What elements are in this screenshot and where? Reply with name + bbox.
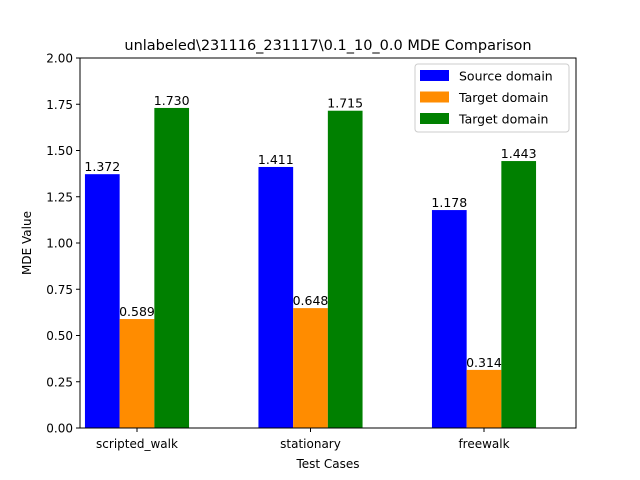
legend: Source domain Target domain Target domain (414, 63, 570, 133)
value-label: 1.715 (327, 96, 363, 111)
y-tick-label: 1.00 (46, 237, 73, 251)
legend-box (414, 63, 570, 133)
y-tick-label: 1.75 (46, 98, 73, 112)
y-axis: 0.00 0.25 0.50 0.75 1.00 1.25 1.50 1.75 2.00 (46, 52, 80, 436)
chart-title: unlabeled\231116_231117\0.1_10_0.0 MDE C… (124, 38, 531, 54)
bar-stationary-series-3 (327, 110, 363, 428)
bar-stationary-series-1 (258, 166, 294, 428)
legend-swatch (420, 113, 449, 124)
value-label: 0.648 (293, 293, 329, 308)
bar-scripted_walk-series-3 (154, 107, 190, 428)
x-axis: scripted_walk stationary freewalk (96, 428, 510, 451)
bar-freewalk-series-2 (466, 369, 502, 428)
value-label: 1.372 (84, 159, 120, 174)
bar-stationary-series-2 (293, 308, 328, 428)
x-tick-label: freewalk (458, 437, 509, 451)
value-labels-layer: 1.372 0.589 1.730 1.411 0.648 1.715 1.178 0.314… (84, 93, 536, 370)
plot-frame (79, 57, 577, 429)
value-label: 1.178 (431, 195, 467, 210)
bar-freewalk-series-3 (501, 161, 537, 429)
value-label: 0.314 (466, 355, 502, 370)
y-tick-label: 2.00 (46, 52, 73, 66)
bars-layer (84, 107, 537, 429)
y-axis-label: MDE Value (20, 211, 34, 275)
y-tick-label: 0.75 (46, 283, 73, 297)
value-label: 1.443 (501, 146, 537, 161)
legend-swatch (420, 70, 449, 81)
y-tick-label: 0.25 (46, 375, 73, 389)
bar-scripted_walk-series-2 (119, 319, 155, 428)
bar-freewalk-series-1 (431, 210, 467, 428)
bar-scripted_walk-series-1 (84, 174, 120, 428)
legend-entry-label: Target domain (458, 112, 548, 127)
y-tick-label: 1.50 (46, 144, 73, 158)
legend-swatch (420, 91, 449, 103)
value-label: 0.589 (119, 304, 155, 319)
x-tick-label: scripted_walk (96, 437, 178, 451)
y-tick-label: 1.25 (46, 190, 73, 204)
legend-entry-label: Source domain (459, 69, 553, 84)
y-tick-label: 0.00 (46, 422, 73, 436)
value-label: 1.730 (154, 93, 190, 108)
legend-entry-label: Target domain (458, 90, 548, 105)
x-tick-label: stationary (280, 437, 341, 451)
value-label: 1.411 (258, 152, 294, 167)
x-axis-label: Test Cases (295, 457, 359, 471)
y-tick-label: 0.50 (46, 329, 73, 343)
